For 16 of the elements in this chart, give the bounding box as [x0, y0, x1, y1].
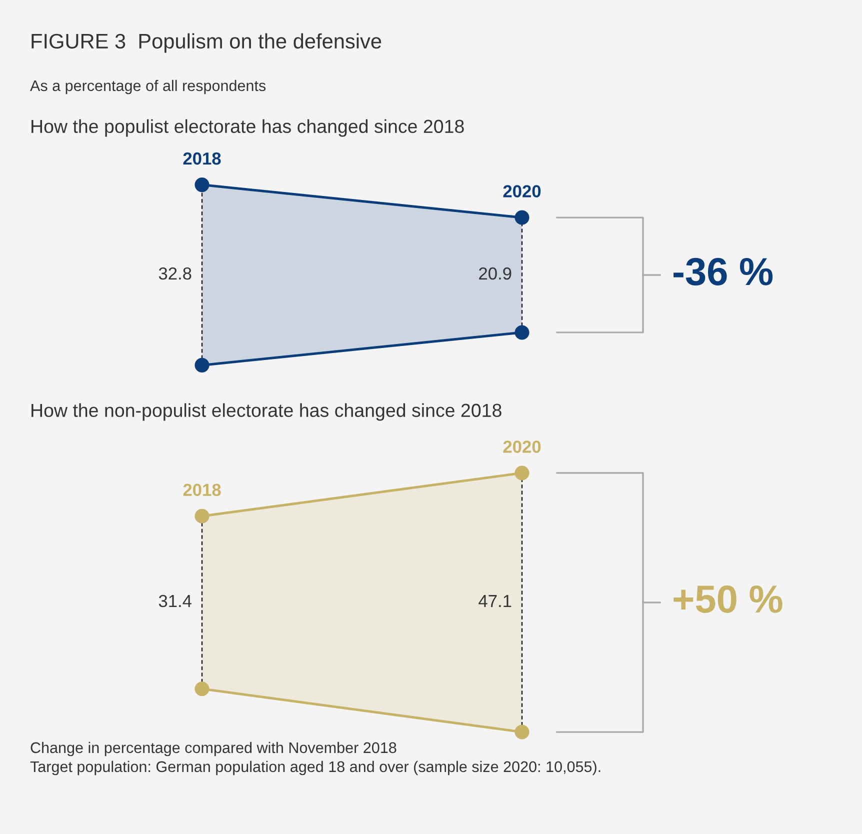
category-label: 2018 — [183, 152, 221, 165]
text: As a percentage of all respondents — [30, 80, 266, 94]
text: Target population: German population aged 18 and over (sample size 2020: 10,055). — [30, 760, 600, 776]
data-label: 31.4 — [158, 594, 192, 608]
data-label: 32.8 — [158, 267, 192, 280]
text: How the populist electorate has changed since 2018 — [32, 119, 464, 137]
text: Change in percentage compared with November 2018 — [30, 742, 396, 756]
data-label: 47.1 — [478, 595, 512, 607]
category-label: 2020 — [503, 185, 541, 198]
text: -36 % — [674, 258, 773, 286]
text: How the non-populist electorate has changed since 2018 — [32, 403, 502, 421]
text: +50 % — [674, 585, 782, 613]
category-label: 2020 — [503, 440, 541, 453]
category-label: 2018 — [183, 484, 221, 496]
text: FIGURE 3 Populism on the defensive — [32, 33, 382, 53]
data-label: 20.9 — [479, 267, 512, 280]
